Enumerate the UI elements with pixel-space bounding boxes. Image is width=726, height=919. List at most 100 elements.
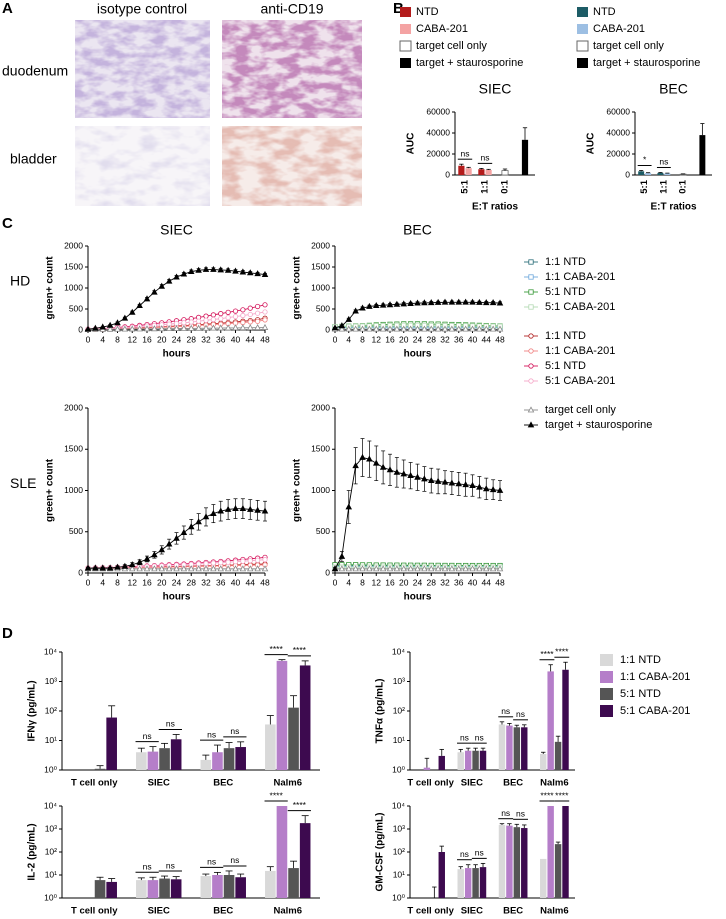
y-tick-label: 500 (316, 526, 330, 536)
significance-label: ns (461, 148, 470, 158)
marker (359, 304, 366, 311)
x-axis-label: hours (404, 349, 432, 360)
marker (246, 324, 254, 331)
bar (94, 768, 106, 770)
bar (288, 707, 299, 770)
x-tick-label: 16 (142, 334, 152, 344)
marker (143, 565, 151, 572)
marker (210, 312, 216, 318)
x-tick-label: 5:1 (639, 179, 650, 193)
micrograph-texture (75, 20, 210, 118)
marker (187, 267, 195, 275)
bar (147, 751, 159, 770)
x-tick-label: 32 (201, 334, 211, 344)
marker (386, 466, 394, 473)
bar (276, 806, 288, 898)
x-axis-label: E:T ratios (472, 202, 519, 213)
legend-label: 5:1 NTD (620, 688, 661, 700)
marker (372, 459, 380, 466)
y-tick-label: 20000 (426, 148, 450, 158)
marker (482, 299, 490, 306)
y-tick-label: 2000 (64, 402, 83, 412)
bar (521, 139, 529, 175)
row-label: bladder (10, 151, 57, 167)
x-tick-label: 24 (172, 334, 182, 344)
marker (338, 552, 346, 559)
marker (482, 565, 490, 572)
marker (489, 565, 497, 572)
y-tick-label: 10⁴ (392, 646, 405, 656)
x-tick-label: 28 (427, 334, 437, 344)
bar (212, 875, 223, 898)
x-tick-label: 40 (468, 334, 478, 344)
column-label: anti-CD19 (260, 1, 323, 17)
bar (464, 868, 472, 898)
bar (170, 739, 182, 770)
y-tick-label: 10² (393, 705, 405, 715)
x-tick-label: 24 (172, 577, 182, 587)
y-tick-label: 10³ (393, 823, 405, 833)
bar (458, 165, 465, 175)
marker (240, 312, 246, 319)
marker (338, 325, 346, 332)
bar (664, 173, 671, 175)
significance-label: **** (540, 790, 554, 800)
marker (203, 317, 209, 323)
marker (427, 325, 435, 332)
x-tick-label: 24 (413, 577, 423, 587)
y-axis-label: green+ count (292, 256, 303, 320)
x-tick-label: 0:1 (678, 179, 689, 193)
bar (223, 875, 235, 898)
marker (99, 323, 107, 330)
y-tick-label: 10² (45, 705, 57, 715)
bar (513, 827, 521, 898)
marker (338, 322, 346, 329)
marker (261, 565, 269, 572)
marker (528, 304, 534, 310)
marker (232, 559, 239, 565)
marker (400, 300, 408, 307)
marker (393, 300, 401, 307)
marker (379, 463, 387, 470)
marker (427, 476, 435, 483)
marker (180, 270, 188, 277)
x-tick-label: Nalm6 (273, 906, 302, 917)
legend-swatch (400, 7, 411, 17)
bar (562, 806, 569, 898)
marker (352, 325, 359, 332)
bar (200, 759, 212, 770)
marker (143, 325, 151, 332)
x-tick-label: BEC (503, 906, 523, 917)
x-tick-label: 40 (231, 577, 241, 587)
x-tick-label: 32 (440, 577, 450, 587)
bar (540, 858, 547, 898)
marker (462, 325, 469, 332)
marker (421, 325, 428, 332)
marker (407, 299, 414, 306)
bar (136, 752, 147, 770)
significance-label: ns (143, 731, 152, 741)
marker (400, 565, 408, 572)
marker (151, 325, 158, 332)
marker (121, 314, 129, 321)
significance-label: ns (207, 857, 216, 867)
marker (441, 298, 449, 305)
marker (106, 321, 114, 328)
marker (239, 565, 247, 572)
bar (547, 806, 554, 898)
legend-label: NTD (593, 6, 616, 18)
y-tick-label: 10⁰ (392, 892, 405, 902)
marker (218, 311, 224, 317)
legend-label: 1:1 NTD (545, 256, 586, 268)
bar (562, 669, 569, 770)
marker (469, 565, 476, 572)
significance-label: **** (540, 649, 554, 659)
marker (462, 481, 469, 488)
marker (527, 406, 535, 413)
marker (476, 483, 483, 490)
legend-swatch (577, 7, 588, 17)
marker (400, 470, 408, 477)
x-tick-label: 12 (128, 577, 138, 587)
marker (331, 565, 339, 572)
marker (187, 324, 195, 331)
